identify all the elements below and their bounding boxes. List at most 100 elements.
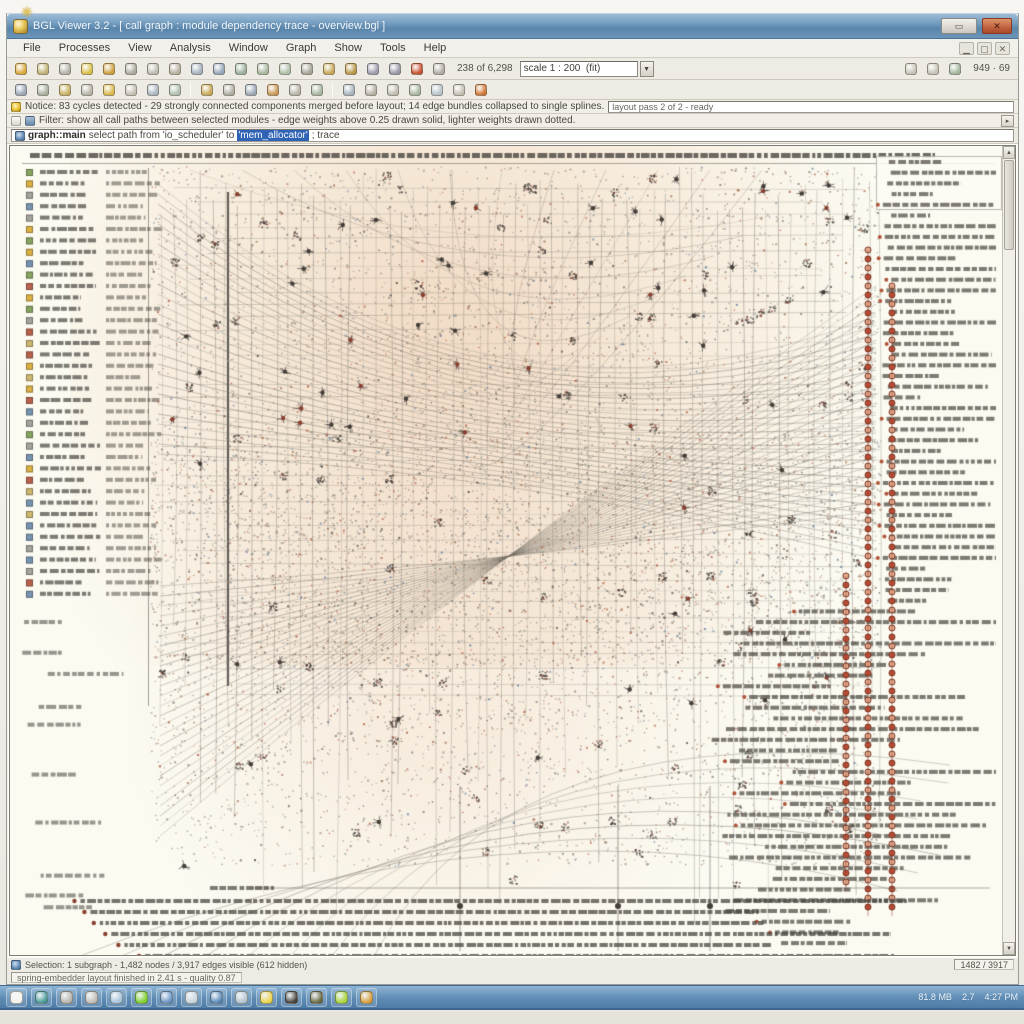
task-list-button[interactable] [231, 987, 252, 1007]
scrollbar-thumb[interactable] [1004, 160, 1014, 250]
collapse-button[interactable] [241, 81, 260, 98]
menu-help[interactable]: Help [423, 42, 447, 54]
next-view-button[interactable] [923, 60, 942, 77]
network-globe-icon [35, 990, 48, 1004]
combo-dropdown-arrow[interactable]: ▼ [639, 60, 654, 77]
command-input[interactable]: graph::main select path from 'io_schedul… [11, 129, 1014, 142]
hide-selection-icon [146, 83, 159, 96]
browser-button[interactable] [156, 987, 177, 1007]
secondary-toolbar [7, 80, 1018, 100]
menu-show[interactable]: Show [334, 42, 362, 54]
filter-expand-button[interactable]: ▸ [1001, 114, 1014, 127]
export-image-button[interactable] [55, 60, 74, 77]
undo-button[interactable] [187, 60, 206, 77]
cluster-button[interactable] [363, 60, 382, 77]
lasso-tool-button[interactable] [33, 81, 52, 98]
orthogonal-layout-button[interactable] [405, 81, 424, 98]
notes-button[interactable] [181, 987, 202, 1007]
shield-button[interactable] [306, 987, 327, 1007]
alert-button[interactable] [471, 81, 490, 98]
documents-button[interactable] [81, 987, 102, 1007]
pan-tool-button[interactable] [297, 60, 316, 77]
warning-button[interactable] [256, 987, 277, 1007]
scroll-down-button[interactable]: ▼ [1003, 942, 1015, 955]
minimize-button[interactable]: ▭ [941, 18, 977, 34]
options-icon [432, 62, 445, 75]
mdi-restore-icon[interactable]: ▢ [977, 41, 992, 55]
start-button[interactable] [6, 987, 27, 1007]
app-icon [13, 18, 28, 34]
layout-button[interactable] [319, 60, 338, 77]
browser-icon [160, 990, 173, 1004]
find-node-icon [102, 83, 115, 96]
graph-viewport[interactable]: ▲ ▼ [9, 145, 1016, 956]
show-all-button[interactable] [165, 81, 184, 98]
filter-button[interactable] [121, 81, 140, 98]
chat-button[interactable] [331, 987, 352, 1007]
chat-icon [335, 990, 348, 1004]
find-node-button[interactable] [99, 81, 118, 98]
tree-layout-button[interactable] [427, 81, 446, 98]
mail-button[interactable] [106, 987, 127, 1007]
fold-edges-button[interactable] [263, 81, 282, 98]
open-graph-button[interactable] [11, 60, 30, 77]
scrollbar-track[interactable] [1003, 159, 1015, 942]
snapshot-button[interactable] [99, 60, 118, 77]
collapse-icon [244, 83, 257, 96]
save-graph-button[interactable] [33, 60, 52, 77]
menu-file[interactable]: File [23, 42, 41, 54]
cut-button[interactable] [121, 60, 140, 77]
edge-info-button[interactable] [77, 81, 96, 98]
zoom-in-button[interactable] [231, 60, 250, 77]
hide-selection-button[interactable] [143, 81, 162, 98]
menu-view[interactable]: View [128, 42, 152, 54]
circular-layout-button[interactable] [383, 81, 402, 98]
title-bar[interactable]: ✳ BGL Viewer 3.2 - [ call graph : module… [7, 5, 1018, 39]
messenger-button[interactable] [131, 987, 152, 1007]
path-trace-button[interactable] [307, 81, 326, 98]
explorer-button[interactable] [56, 987, 77, 1007]
media-player-button[interactable] [206, 987, 227, 1007]
record-button[interactable] [281, 987, 302, 1007]
group-nodes-button[interactable] [197, 81, 216, 98]
hierarchy-layout-button[interactable] [339, 81, 358, 98]
unfold-edges-button[interactable] [285, 81, 304, 98]
print-button[interactable] [77, 60, 96, 77]
path-trace-icon [310, 83, 323, 96]
menu-analysis[interactable]: Analysis [169, 42, 211, 54]
menu-graph[interactable]: Graph [285, 42, 317, 54]
ungroup-nodes-button[interactable] [219, 81, 238, 98]
task-list-icon [235, 990, 248, 1004]
relayout-button[interactable] [341, 60, 360, 77]
expand-node-button[interactable] [385, 60, 404, 77]
graph-canvas[interactable] [10, 146, 1015, 955]
menu-processes[interactable]: Processes [58, 42, 111, 54]
mdi-minimize-icon[interactable]: ▁ [959, 41, 974, 55]
close-button[interactable]: ✕ [982, 18, 1012, 34]
stop-layout-button[interactable] [407, 60, 426, 77]
previous-view-button[interactable] [901, 60, 920, 77]
redo-button[interactable] [209, 60, 228, 77]
update-button[interactable] [356, 987, 377, 1007]
spring-layout-button[interactable] [361, 81, 380, 98]
mdi-close-icon[interactable]: ✕ [995, 41, 1010, 55]
scroll-up-button[interactable]: ▲ [1003, 146, 1015, 159]
show-all-icon [168, 83, 181, 96]
scale-combo-input[interactable] [519, 60, 638, 77]
options-button[interactable] [429, 60, 448, 77]
refresh-view-button[interactable] [945, 60, 964, 77]
paste-button[interactable] [165, 60, 184, 77]
report-button[interactable] [449, 81, 468, 98]
menu-window[interactable]: Window [228, 42, 268, 54]
copy-button[interactable] [143, 60, 162, 77]
refresh-view-icon [948, 62, 961, 75]
node-info-button[interactable] [55, 81, 74, 98]
menu-tools[interactable]: Tools [379, 42, 406, 54]
zoom-out-button[interactable] [253, 60, 272, 77]
fit-to-page-button[interactable] [275, 60, 294, 77]
tray-clock[interactable]: 4:27 PM [984, 992, 1018, 1002]
select-tool-button[interactable] [11, 81, 30, 98]
network-globe-button[interactable] [31, 987, 52, 1007]
vertical-scrollbar[interactable]: ▲ ▼ [1002, 146, 1015, 955]
print-icon [80, 62, 93, 75]
